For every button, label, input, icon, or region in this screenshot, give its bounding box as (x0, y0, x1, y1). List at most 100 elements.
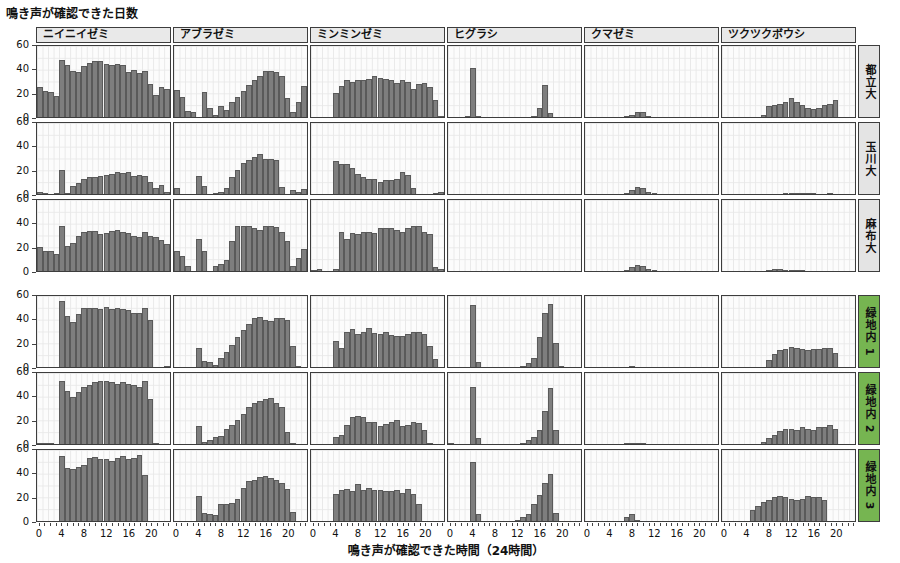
bar (448, 443, 454, 444)
bar (48, 443, 54, 444)
x-tick-mark (774, 523, 775, 526)
x-tick-mark (358, 523, 359, 526)
x-tick-mark (151, 523, 152, 526)
bar (164, 366, 170, 367)
x-tick-mark (609, 523, 610, 526)
x-tick-mark (797, 523, 798, 526)
x-tick-mark (442, 523, 443, 526)
facet-column-header: ニイニイゼミ (36, 27, 171, 43)
x-tick-mark (134, 523, 135, 526)
bar (553, 513, 559, 521)
bar (800, 270, 806, 271)
x-tick-mark (101, 523, 102, 526)
facet-panel (310, 45, 445, 118)
x-tick-mark (168, 523, 169, 526)
x-tick-mark (341, 523, 342, 526)
bar (833, 353, 839, 367)
facet-row-label: 緑地内 3 (858, 449, 880, 522)
bar (164, 244, 170, 271)
x-tick-mark (187, 523, 188, 526)
bar (174, 188, 180, 194)
y-tick-mark (32, 368, 36, 369)
bar (553, 343, 559, 367)
x-tick-mark (397, 523, 398, 526)
facet-panel (173, 45, 308, 118)
x-tick-mark (277, 523, 278, 526)
x-tick-mark (305, 523, 306, 526)
facet-panel (584, 295, 719, 368)
facet-panel (36, 449, 171, 522)
y-tick-mark (32, 195, 36, 196)
facet-panel (173, 122, 308, 195)
bar (827, 193, 833, 194)
bar (438, 269, 444, 271)
facet-panel (36, 199, 171, 272)
x-tick-mark (204, 523, 205, 526)
y-tick-mark (32, 522, 36, 523)
x-tick-mark (461, 523, 462, 526)
x-tick-label: 12 (643, 528, 665, 539)
bar (553, 430, 559, 444)
x-tick-label: 8 (347, 528, 369, 539)
bar (438, 116, 444, 117)
x-tick-mark (467, 523, 468, 526)
x-tick-mark (84, 523, 85, 526)
x-tick-mark (592, 523, 593, 526)
bar (164, 192, 170, 194)
x-tick-mark (484, 523, 485, 526)
bar (476, 116, 482, 117)
bar (148, 399, 154, 444)
x-tick-label: 20 (551, 528, 573, 539)
x-tick-mark (39, 523, 40, 526)
facet-panel (721, 122, 856, 195)
bar (652, 193, 658, 194)
x-tick-mark (352, 523, 353, 526)
facet-panel (584, 449, 719, 522)
bar (470, 68, 476, 117)
y-tick-label: 60 (0, 39, 29, 50)
y-tick-label: 0 (0, 516, 29, 527)
facet-row-label: 都立大 (858, 45, 880, 118)
facet-panel (584, 372, 719, 445)
facet-panel (36, 45, 171, 118)
bar (301, 249, 307, 271)
bar (433, 100, 439, 117)
x-tick-mark (112, 523, 113, 526)
x-tick-mark (557, 523, 558, 526)
x-tick-mark (688, 523, 689, 526)
x-tick-mark (163, 523, 164, 526)
x-tick-label: 8 (210, 528, 232, 539)
bar (542, 85, 548, 117)
x-tick-mark (523, 523, 524, 526)
x-tick-mark (44, 523, 45, 526)
x-tick-mark (56, 523, 57, 526)
facet-panel (447, 122, 582, 195)
x-tick-mark (551, 523, 552, 526)
y-tick-mark (32, 118, 36, 119)
bar (833, 429, 839, 444)
y-tick-label: 40 (0, 140, 29, 151)
y-tick-label: 20 (0, 492, 29, 503)
x-tick-mark (266, 523, 267, 526)
x-tick-mark (545, 523, 546, 526)
facet-panel (721, 199, 856, 272)
x-tick-mark (615, 523, 616, 526)
bar (290, 443, 296, 444)
x-tick-mark (637, 523, 638, 526)
x-tick-mark (814, 523, 815, 526)
bar (629, 366, 635, 367)
x-tick-mark (842, 523, 843, 526)
x-tick-label: 16 (255, 528, 277, 539)
bar (476, 438, 482, 444)
x-tick-label: 16 (666, 528, 688, 539)
facet-row-label: 緑地内 2 (858, 372, 880, 445)
x-tick-label: 0 (576, 528, 598, 539)
x-tick-mark (255, 523, 256, 526)
x-tick-mark (649, 523, 650, 526)
bar (470, 387, 476, 444)
bar (438, 192, 444, 194)
facet-panel (173, 372, 308, 445)
x-tick-mark (853, 523, 854, 526)
facet-panel (584, 199, 719, 272)
x-tick-label: 4 (50, 528, 72, 539)
